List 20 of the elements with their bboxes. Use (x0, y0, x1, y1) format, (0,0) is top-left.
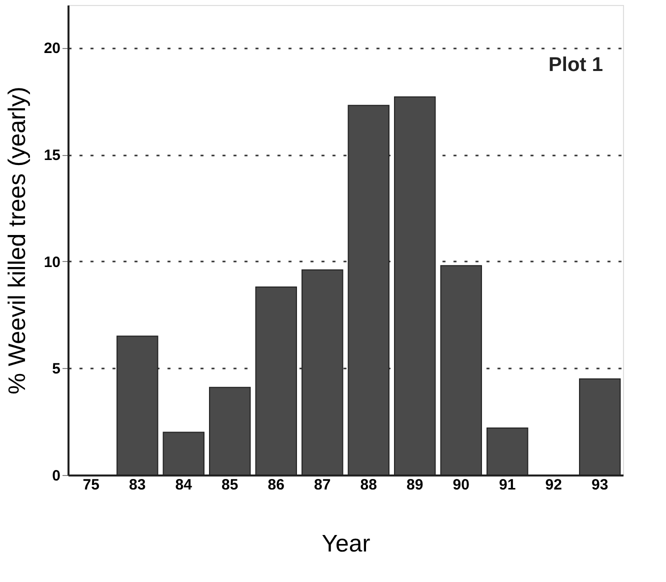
x-tick-label: 87 (314, 476, 331, 494)
x-tick-label: 89 (406, 476, 424, 494)
x-tick-label: 88 (360, 476, 377, 494)
y-tick-label: 20 (44, 40, 60, 58)
annotation: Plot 1 (548, 54, 603, 76)
x-tick-label: 91 (499, 476, 516, 494)
x-tick-label: 85 (222, 476, 238, 494)
x-tick-label: 93 (592, 476, 608, 494)
x-axis-title: Year (322, 530, 370, 558)
y-tick-label: 15 (44, 147, 60, 164)
x-tick-label: 92 (545, 476, 562, 494)
y-tick-label: 0 (52, 468, 60, 484)
y-tick-label: 5 (52, 360, 60, 378)
x-tick-label: 75 (82, 476, 100, 494)
x-tick-label: 84 (175, 476, 193, 494)
y-axis-title: % Weevil killed trees (yearly) (4, 86, 31, 394)
x-tick-label: 83 (129, 476, 146, 494)
y-tick-label: 10 (44, 254, 60, 271)
x-tick-label: 86 (268, 476, 284, 494)
x-tick-label: 90 (452, 476, 470, 494)
